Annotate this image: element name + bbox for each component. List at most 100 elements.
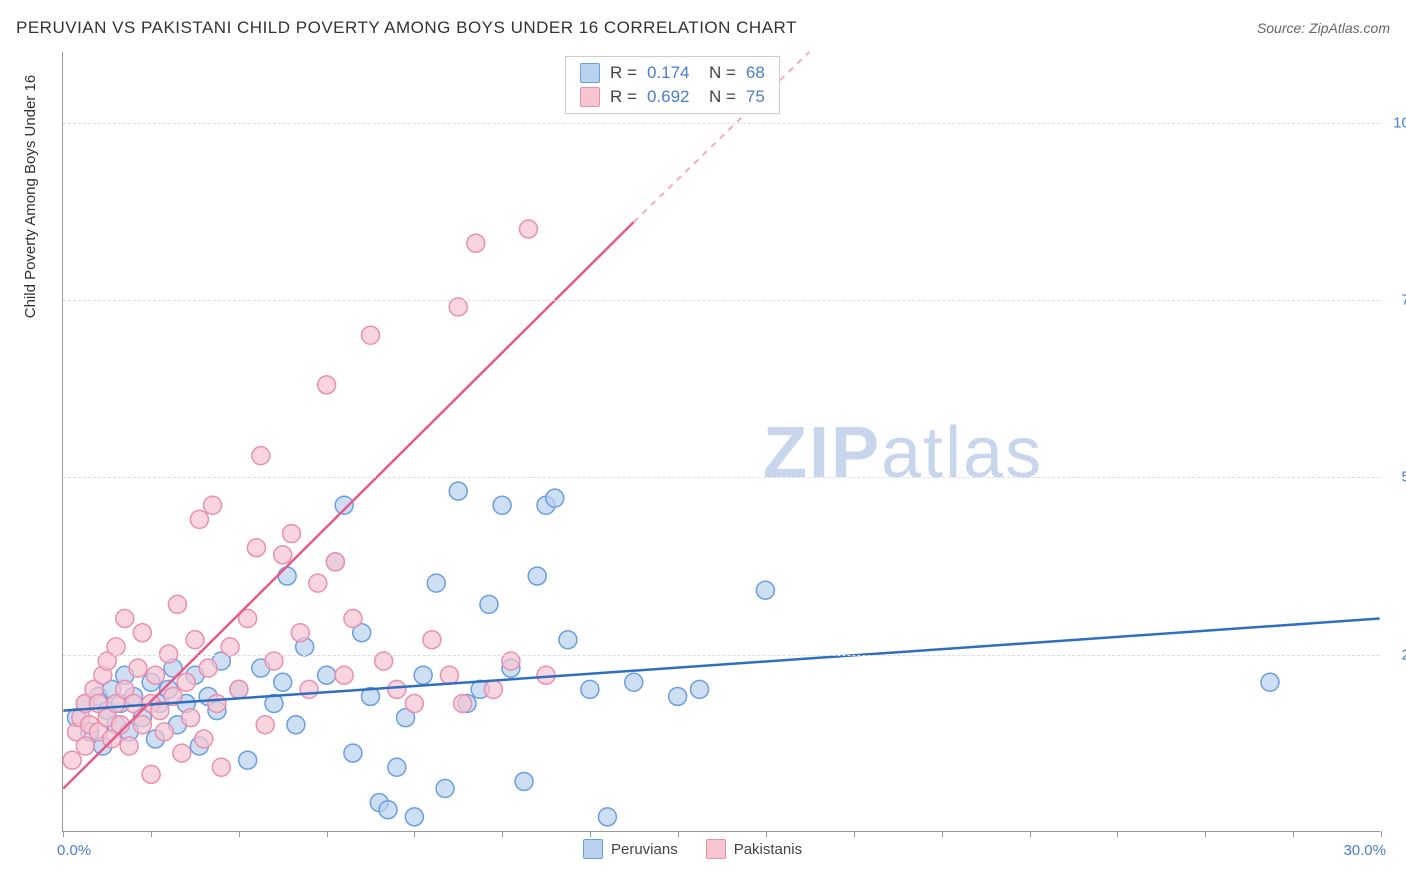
x-tick xyxy=(1293,831,1294,837)
bottom-legend: Peruvians Pakistanis xyxy=(583,839,802,859)
data-point xyxy=(173,744,191,762)
data-point xyxy=(405,808,423,826)
data-point xyxy=(318,666,336,684)
series-swatch xyxy=(583,839,603,859)
data-point xyxy=(247,539,265,557)
data-point xyxy=(414,666,432,684)
data-point xyxy=(454,695,472,713)
data-point xyxy=(230,680,248,698)
scatter-svg xyxy=(63,52,1380,831)
x-tick-origin: 0.0% xyxy=(57,842,91,859)
r-label: R = xyxy=(610,87,637,107)
data-point xyxy=(129,659,147,677)
source-label: Source: ZipAtlas.com xyxy=(1257,20,1390,36)
data-point xyxy=(252,447,270,465)
data-point xyxy=(155,723,173,741)
r-value: 0.692 xyxy=(647,87,699,107)
x-tick xyxy=(854,831,855,837)
x-tick xyxy=(151,831,152,837)
x-tick xyxy=(1030,831,1031,837)
r-label: R = xyxy=(610,63,637,83)
data-point xyxy=(344,610,362,628)
data-point xyxy=(515,772,533,790)
data-point xyxy=(480,595,498,613)
data-point xyxy=(436,780,454,798)
data-point xyxy=(519,220,537,238)
x-tick xyxy=(678,831,679,837)
grid-line xyxy=(63,123,1380,124)
series-swatch xyxy=(580,87,600,107)
r-value: 0.174 xyxy=(647,63,699,83)
title-bar: PERUVIAN VS PAKISTANI CHILD POVERTY AMON… xyxy=(16,18,1390,38)
data-point xyxy=(221,638,239,656)
data-point xyxy=(256,716,274,734)
legend-item: Peruvians xyxy=(583,839,678,859)
data-point xyxy=(388,680,406,698)
plot-area: ZIPatlas 25.0%50.0%75.0%100.0% R = 0.174… xyxy=(62,52,1380,832)
x-tick xyxy=(502,831,503,837)
data-point xyxy=(204,496,222,514)
data-point xyxy=(291,624,309,642)
data-point xyxy=(559,631,577,649)
y-tick-label: 100.0% xyxy=(1384,114,1406,131)
grid-line xyxy=(63,655,1380,656)
data-point xyxy=(274,546,292,564)
grid-line xyxy=(63,300,1380,301)
stats-row: R = 0.692 N = 75 xyxy=(566,85,779,109)
stats-row: R = 0.174 N = 68 xyxy=(566,61,779,85)
data-point xyxy=(133,716,151,734)
x-tick xyxy=(63,831,64,837)
data-point xyxy=(1261,673,1279,691)
x-tick xyxy=(1381,831,1382,837)
data-point xyxy=(133,624,151,642)
y-axis-label: Child Poverty Among Boys Under 16 xyxy=(22,75,39,318)
data-point xyxy=(300,680,318,698)
series-swatch xyxy=(580,63,600,83)
data-point xyxy=(63,751,81,769)
data-point xyxy=(598,808,616,826)
data-point xyxy=(423,631,441,649)
x-tick xyxy=(414,831,415,837)
data-point xyxy=(274,673,292,691)
x-tick-end: 30.0% xyxy=(1343,842,1386,859)
legend-label: Peruvians xyxy=(611,841,678,858)
data-point xyxy=(76,737,94,755)
y-tick-label: 75.0% xyxy=(1384,292,1406,309)
x-ticks xyxy=(63,831,1380,837)
x-tick xyxy=(1117,831,1118,837)
stats-box: R = 0.174 N = 68 R = 0.692 N = 75 xyxy=(565,56,780,114)
data-point xyxy=(212,758,230,776)
data-point xyxy=(116,610,134,628)
data-point xyxy=(388,758,406,776)
data-point xyxy=(335,666,353,684)
data-point xyxy=(379,801,397,819)
n-label: N = xyxy=(709,63,736,83)
data-point xyxy=(120,737,138,755)
data-point xyxy=(669,687,687,705)
data-point xyxy=(449,482,467,500)
data-point xyxy=(177,673,195,691)
data-point xyxy=(335,496,353,514)
data-point xyxy=(344,744,362,762)
data-point xyxy=(691,680,709,698)
x-tick xyxy=(327,831,328,837)
data-point xyxy=(309,574,327,592)
n-value: 75 xyxy=(746,87,765,107)
data-point xyxy=(278,567,296,585)
n-value: 68 xyxy=(746,63,765,83)
data-point xyxy=(142,765,160,783)
data-point xyxy=(283,525,301,543)
data-point xyxy=(168,595,186,613)
data-point xyxy=(182,709,200,727)
x-tick xyxy=(1205,831,1206,837)
data-point xyxy=(287,716,305,734)
chart-title: PERUVIAN VS PAKISTANI CHILD POVERTY AMON… xyxy=(16,18,797,38)
data-point xyxy=(326,553,344,571)
legend-label: Pakistanis xyxy=(734,841,802,858)
data-point xyxy=(581,680,599,698)
data-point xyxy=(467,234,485,252)
data-point xyxy=(318,376,336,394)
n-label: N = xyxy=(709,87,736,107)
data-point xyxy=(405,695,423,713)
data-point xyxy=(493,496,511,514)
